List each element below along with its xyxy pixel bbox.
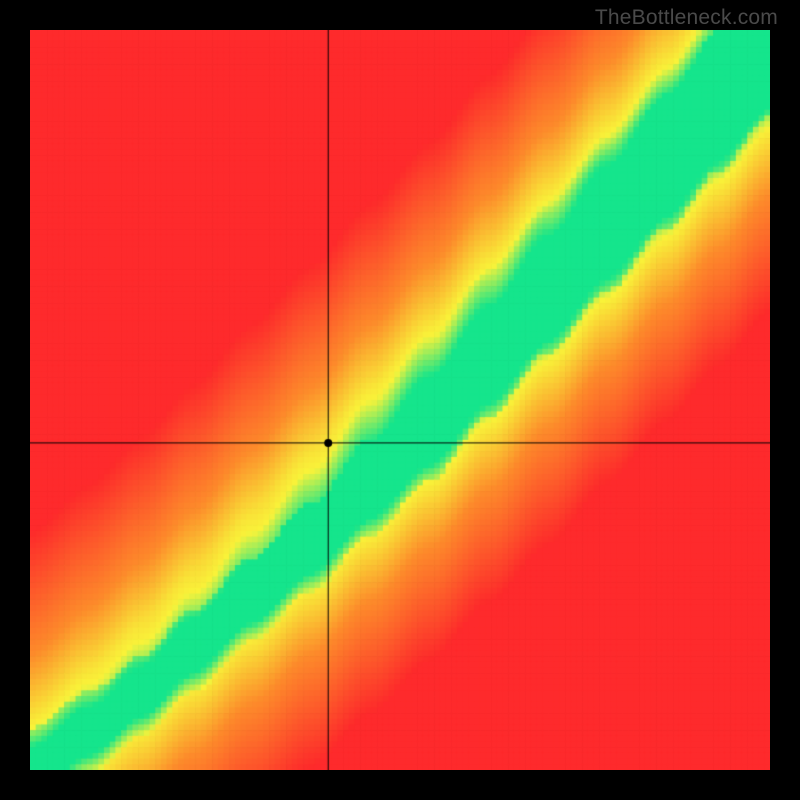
watermark-text: TheBottleneck.com	[595, 6, 778, 30]
chart-container: TheBottleneck.com	[0, 0, 800, 800]
bottleneck-heatmap	[30, 30, 770, 770]
